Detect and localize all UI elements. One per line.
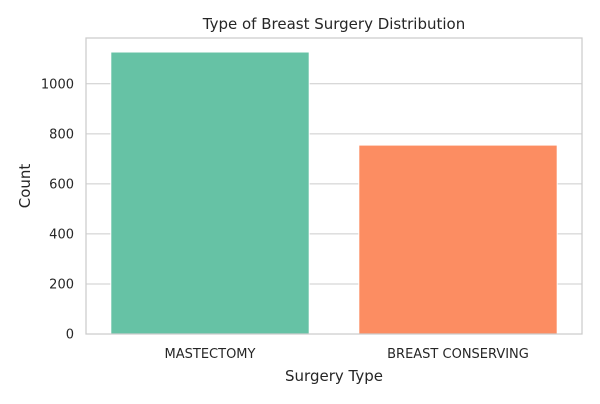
y-tick-label: 1000 [41,77,74,92]
plot-frame [85,37,583,335]
x-axis-label: Surgery Type [285,367,383,385]
y-tick-labels: 0 200 400 600 800 1000 [41,77,74,342]
bars [110,51,558,335]
bar-breast-conserving [358,144,558,335]
y-axis-label: Count [16,164,34,209]
chart-title: Type of Breast Surgery Distribution [202,15,465,33]
y-tick-label: 800 [49,127,74,142]
x-tick-label: MASTECTOMY [165,347,256,362]
y-tick-label: 400 [49,227,74,242]
y-tick-label: 600 [49,177,74,192]
x-tick-labels: MASTECTOMY BREAST CONSERVING [165,347,529,362]
y-tick-label: 0 [66,328,74,343]
y-tick-label: 200 [49,277,74,292]
bar-mastectomy [110,51,310,335]
x-tick-label: BREAST CONSERVING [387,347,529,362]
